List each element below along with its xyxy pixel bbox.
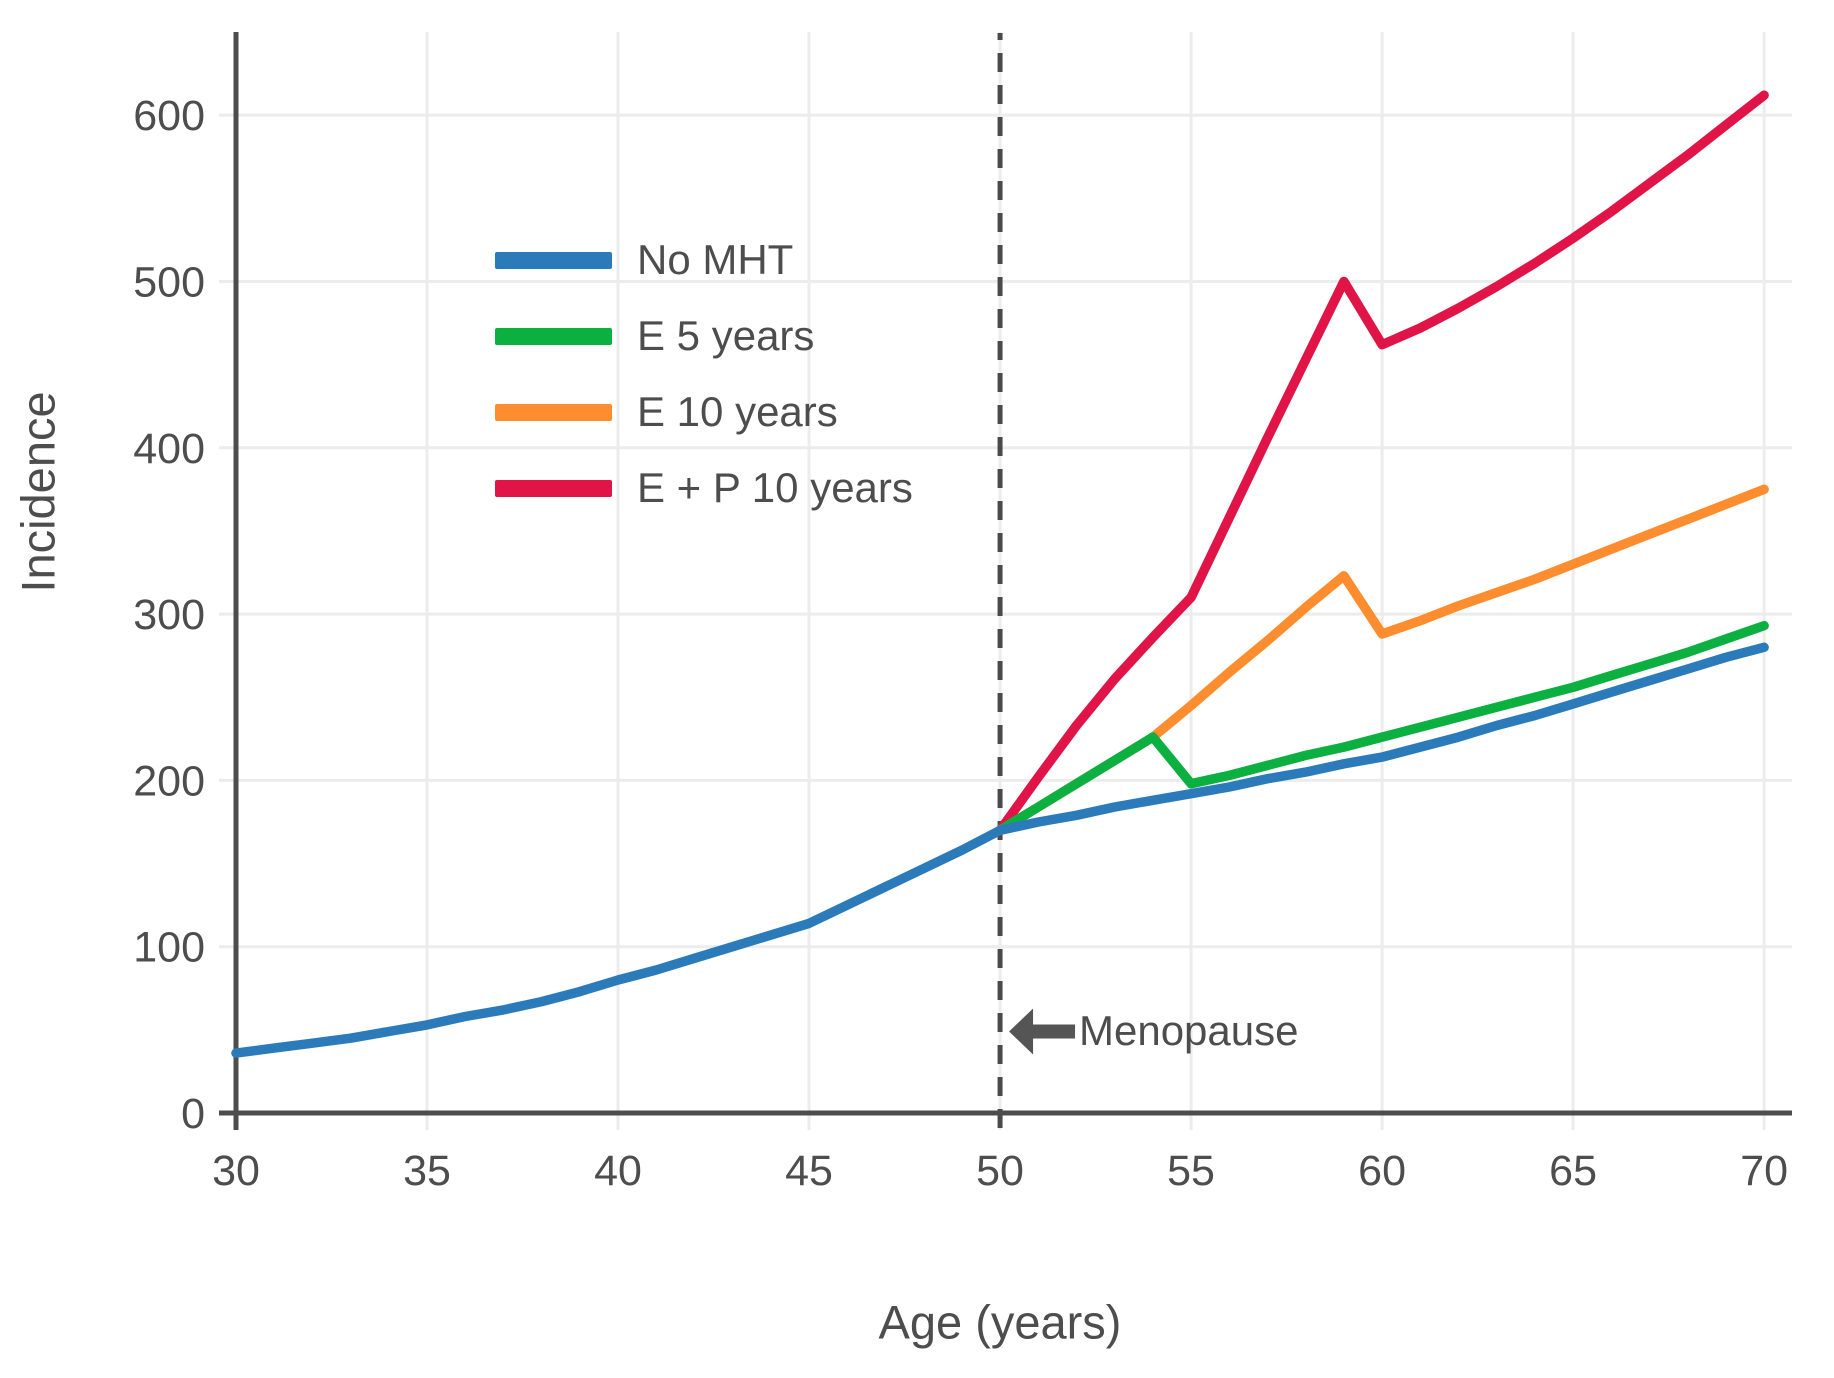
x-tick-label: 55 bbox=[1167, 1147, 1215, 1195]
y-tick-label: 100 bbox=[133, 924, 205, 972]
legend-label: No MHT bbox=[637, 236, 794, 283]
x-axis-title: Age (years) bbox=[878, 1295, 1122, 1349]
x-tick-label: 40 bbox=[594, 1147, 642, 1195]
legend-swatch-e-5-years bbox=[495, 327, 612, 345]
x-tick-label: 65 bbox=[1549, 1147, 1597, 1195]
legend-item-e-5-years: E 5 years bbox=[495, 298, 913, 374]
legend-label: E 5 years bbox=[637, 312, 815, 359]
menopause-annotation-label: Menopause bbox=[1079, 1007, 1299, 1055]
y-tick-label: 300 bbox=[133, 591, 205, 639]
legend-item-e-p-10-years: E + P 10 years bbox=[495, 450, 913, 526]
legend-swatch-e-p-10-years bbox=[495, 479, 612, 497]
x-tick-label: 70 bbox=[1740, 1147, 1788, 1195]
left-arrow-icon bbox=[1009, 1008, 1034, 1055]
series-line-no-mht bbox=[231, 642, 1769, 1058]
x-tick-label: 35 bbox=[403, 1147, 451, 1195]
y-tick-label: 200 bbox=[133, 757, 205, 805]
legend-item-e-10-years: E 10 years bbox=[495, 374, 913, 450]
y-tick-label: 500 bbox=[133, 258, 205, 306]
x-tick-label: 30 bbox=[212, 1147, 260, 1195]
legend-item-no-mht: No MHT bbox=[495, 222, 913, 298]
legend-swatch-e-10-years bbox=[495, 403, 612, 421]
legend-label: E + P 10 years bbox=[637, 464, 913, 511]
left-arrow-shaft bbox=[1031, 1024, 1076, 1039]
y-tick-label: 600 bbox=[133, 92, 205, 140]
series-line-e-p-10-years bbox=[995, 90, 1769, 836]
series-line-e-5-years bbox=[995, 620, 1769, 836]
legend: No MHT E 5 years E 10 years E + P 10 yea… bbox=[495, 222, 913, 526]
y-axis-title: Incidence bbox=[11, 391, 65, 593]
legend-swatch-no-mht bbox=[495, 251, 612, 269]
x-tick-label: 45 bbox=[785, 1147, 833, 1195]
y-tick-label: 0 bbox=[181, 1090, 205, 1138]
y-tick-label: 400 bbox=[133, 425, 205, 473]
legend-label: E 10 years bbox=[637, 388, 838, 435]
x-tick-label: 50 bbox=[976, 1147, 1024, 1195]
x-tick-label: 60 bbox=[1358, 1147, 1406, 1195]
